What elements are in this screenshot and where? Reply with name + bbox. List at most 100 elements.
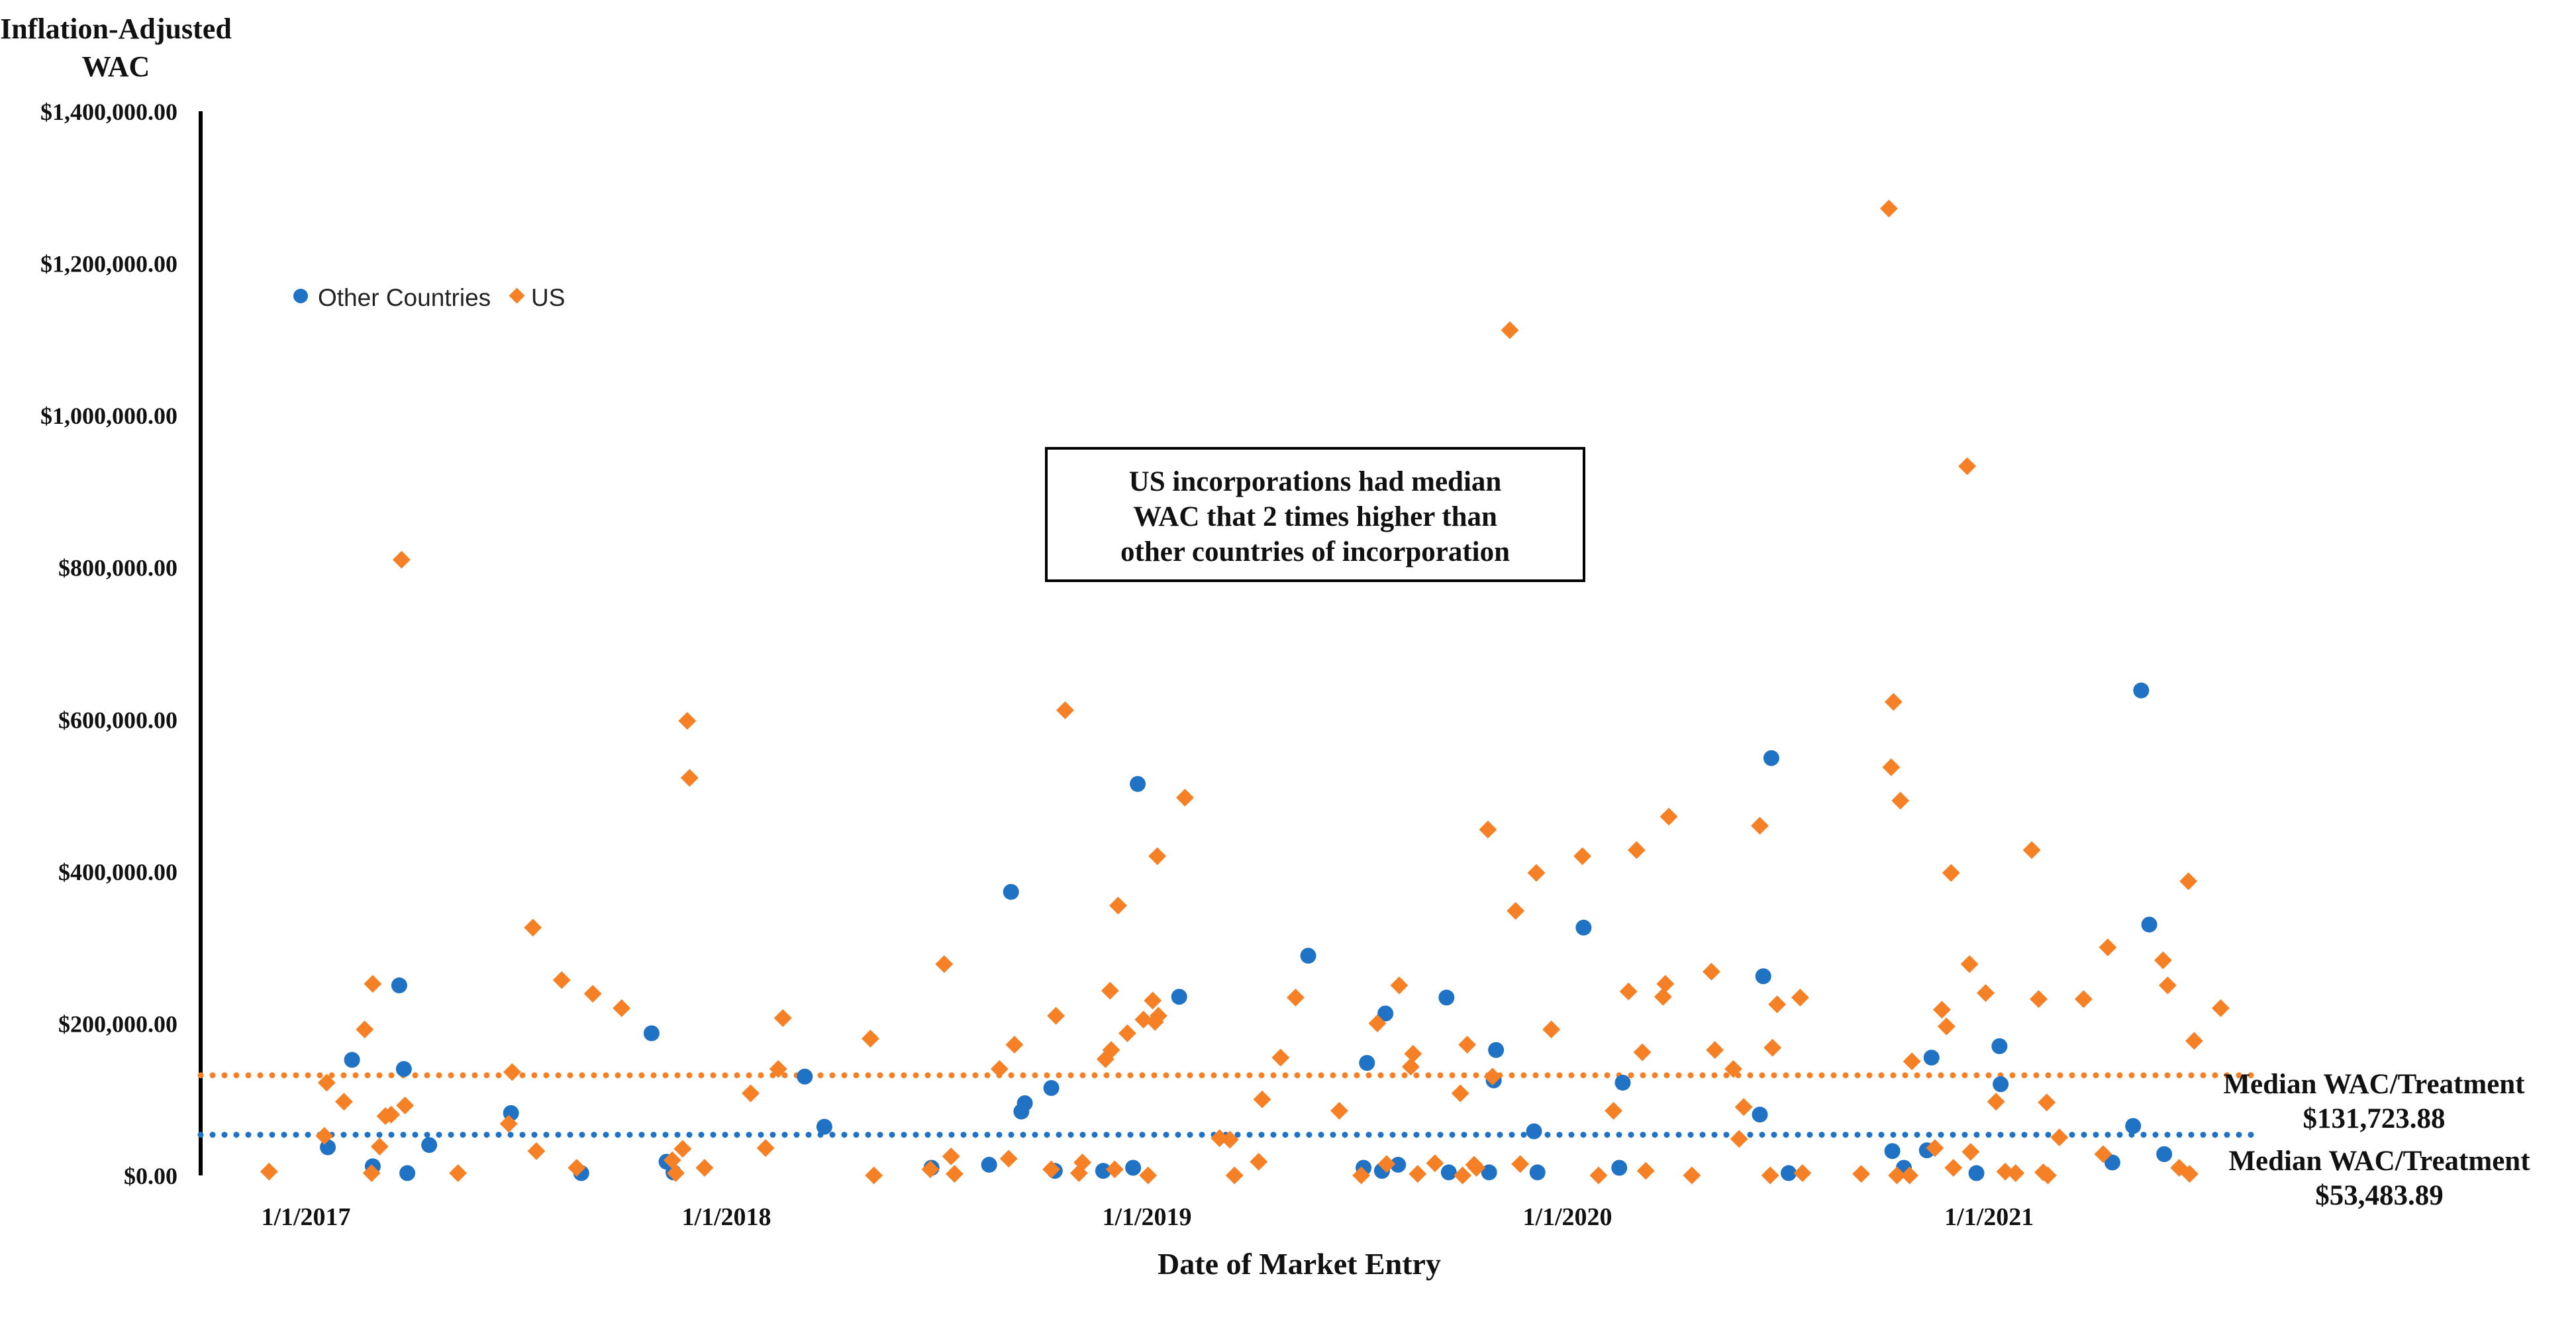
data-point-us	[527, 1142, 546, 1160]
data-point-us	[1730, 1130, 1748, 1148]
data-point-us	[2039, 1166, 2057, 1185]
data-point-us	[1286, 988, 1305, 1007]
series-other-countries	[320, 682, 2173, 1181]
data-point-us	[1942, 864, 1960, 882]
data-point-us	[1654, 987, 1672, 1006]
data-point-other-countries	[1529, 1164, 1546, 1181]
data-point-other-countries	[643, 1025, 660, 1042]
data-point-us	[1633, 1043, 1652, 1062]
data-point-us	[1401, 1058, 1420, 1076]
data-point-us	[1768, 995, 1787, 1014]
data-point-us	[2154, 951, 2172, 969]
data-point-us	[1426, 1154, 1444, 1173]
data-point-us	[742, 1084, 760, 1103]
data-point-other-countries	[1438, 989, 1455, 1006]
x-axis-ticks: 1/1/2017 1/1/2018 1/1/2019 1/1/2020 1/1/2021	[261, 1203, 2034, 1231]
annotation-box: US incorporations had median WAC that 2 …	[1045, 447, 1585, 582]
data-point-us	[1148, 847, 1167, 865]
data-point-us	[1751, 816, 1769, 835]
data-point-other-countries	[1130, 775, 1146, 792]
data-point-us	[2074, 990, 2093, 1009]
data-point-us	[1134, 1011, 1153, 1029]
x-tick-label: 1/1/2018	[681, 1203, 771, 1231]
data-point-us	[524, 918, 542, 937]
data-point-other-countries	[1884, 1143, 1901, 1160]
data-point-us	[678, 712, 697, 730]
data-point-us	[1056, 701, 1074, 719]
data-point-other-countries	[1043, 1079, 1060, 1096]
data-point-us	[499, 1114, 518, 1133]
data-point-us	[2050, 1128, 2069, 1147]
data-point-other-countries	[2125, 1118, 2142, 1134]
data-point-us	[1884, 693, 1903, 711]
data-point-us	[673, 1140, 692, 1158]
data-point-us	[1605, 1101, 1623, 1120]
data-point-us	[1879, 199, 1898, 218]
data-point-us	[568, 1159, 586, 1177]
data-point-us	[1225, 1166, 1244, 1185]
data-point-us	[1888, 1166, 1906, 1185]
data-point-us	[695, 1159, 714, 1177]
annotation-border	[1045, 447, 1585, 582]
data-point-us	[1763, 1038, 1782, 1057]
data-point-us	[1573, 847, 1592, 865]
data-point-us	[1451, 1084, 1469, 1103]
legend-label-other-countries: Other Countries	[318, 284, 491, 311]
data-point-us	[1901, 1166, 1919, 1185]
data-point-us	[862, 1029, 879, 1048]
legend-marker-us	[509, 287, 525, 304]
data-point-other-countries	[1614, 1074, 1631, 1091]
annotation-line1: US incorporations had median	[1129, 466, 1502, 497]
y-tick-label: $800,000.00	[58, 555, 177, 581]
data-point-us	[667, 1164, 685, 1182]
data-point-us	[2099, 938, 2117, 957]
data-point-us	[999, 1150, 1018, 1168]
data-point-other-countries	[1481, 1164, 1497, 1181]
data-point-us	[1932, 1001, 1951, 1019]
data-point-us	[613, 999, 631, 1017]
data-point-us	[1175, 789, 1194, 807]
data-point-us	[1926, 1139, 1944, 1158]
data-point-us	[2211, 999, 2230, 1017]
y-tick-label: $1,400,000.00	[40, 99, 177, 125]
data-point-us	[1903, 1052, 1921, 1071]
data-point-other-countries	[1171, 989, 1187, 1005]
data-point-other-countries	[1125, 1160, 1142, 1176]
legend: Other Countries US	[293, 284, 565, 311]
data-point-us	[1118, 1024, 1136, 1042]
y-axis-ticks: $0.00 $200,000.00 $400,000.00 $600,000.00 $8…	[40, 99, 177, 1189]
data-point-us	[1271, 1048, 1290, 1067]
x-tick-label: 1/1/2021	[1944, 1203, 2034, 1231]
data-point-other-countries	[1968, 1165, 1985, 1181]
annotation-line2: WAC that 2 times higher than	[1133, 501, 1497, 532]
data-point-us	[1250, 1152, 1268, 1171]
data-point-us	[1109, 897, 1127, 915]
data-point-other-countries	[2156, 1146, 2173, 1162]
data-point-us	[1047, 1007, 1065, 1025]
data-point-us	[1458, 1036, 1477, 1054]
data-point-other-countries	[399, 1165, 416, 1181]
data-point-us	[1527, 864, 1546, 882]
data-point-us	[1105, 1160, 1124, 1179]
data-point-other-countries	[344, 1052, 360, 1068]
data-point-other-countries	[2133, 682, 2150, 699]
data-point-other-countries	[1923, 1050, 1940, 1066]
data-point-us	[1660, 807, 1678, 826]
data-point-other-countries	[816, 1118, 832, 1135]
data-point-other-countries	[1575, 919, 1592, 936]
y-axis-title-line2: WAC	[82, 50, 150, 83]
data-point-us	[1073, 1154, 1092, 1171]
data-point-us	[1852, 1165, 1871, 1183]
annotation-line3: other countries of incorporation	[1120, 536, 1510, 568]
data-point-us	[1944, 1159, 1963, 1177]
data-point-other-countries	[391, 977, 407, 994]
data-point-us	[756, 1139, 775, 1158]
y-tick-label: $0.00	[124, 1163, 177, 1189]
data-point-us	[1005, 1036, 1024, 1054]
data-point-us	[865, 1166, 883, 1185]
data-point-us	[2006, 1164, 2025, 1182]
data-point-us	[583, 985, 602, 1003]
data-point-us	[334, 1093, 353, 1111]
data-point-us	[1589, 1166, 1608, 1185]
